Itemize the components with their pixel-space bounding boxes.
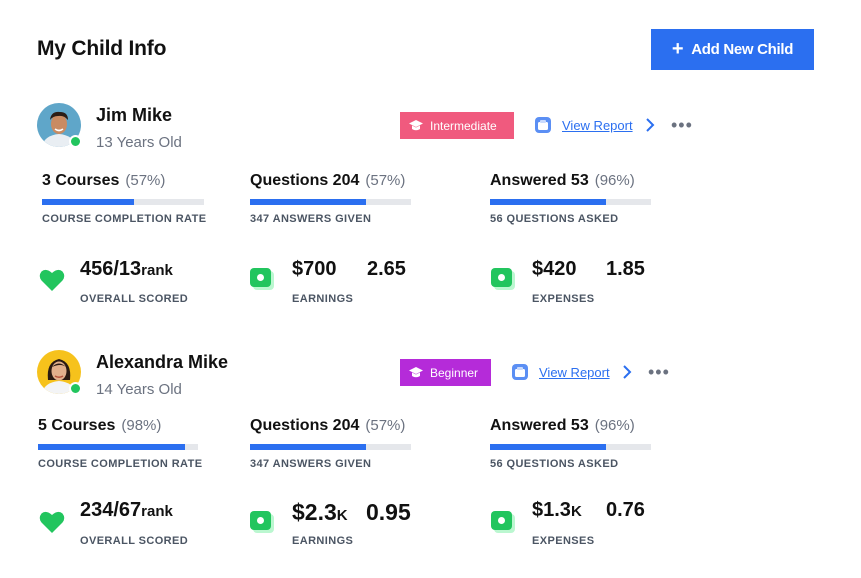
answered-stat: Answered 53 (96%) <box>490 417 635 434</box>
more-options-icon[interactable]: ••• <box>671 115 693 135</box>
avatar[interactable] <box>37 103 82 148</box>
level-label: Intermediate <box>430 118 497 133</box>
add-new-child-button[interactable]: + Add New Child <box>651 29 814 70</box>
progress-fill <box>250 199 366 205</box>
courses-sub-label: COURSE COMPLETION RATE <box>38 458 203 470</box>
graduation-cap-icon <box>409 366 423 377</box>
progress-fill <box>490 199 606 205</box>
wallet-icon <box>491 511 515 533</box>
add-new-child-label: Add New Child <box>691 41 794 58</box>
expenses-secondary-value: 1.85 <box>606 258 645 280</box>
courses-progress-bar <box>42 199 204 205</box>
courses-stat: 5 Courses (98%) <box>38 417 162 434</box>
wallet-icon <box>250 511 274 533</box>
questions-stat: Questions 204 (57%) <box>250 172 406 189</box>
courses-sub-label: COURSE COMPLETION RATE <box>42 213 207 225</box>
earnings-label: EARNINGS <box>292 535 354 547</box>
answered-sub-label: 56 QUESTIONS ASKED <box>490 458 619 470</box>
expenses-value: $1.3K <box>532 499 582 521</box>
report-icon[interactable] <box>534 116 552 134</box>
level-label: Beginner <box>430 365 479 380</box>
answered-stat: Answered 53 (96%) <box>490 172 635 189</box>
courses-stat: 3 Courses (57%) <box>42 172 166 189</box>
courses-progress-bar <box>38 444 198 450</box>
online-status-dot <box>69 382 82 395</box>
plus-icon: + <box>671 37 684 60</box>
score-value: 234/67rank <box>80 499 173 521</box>
progress-fill <box>250 444 366 450</box>
avatar[interactable] <box>37 350 82 395</box>
expenses-secondary-value: 0.76 <box>606 499 645 521</box>
questions-sub-label: 347 ANSWERS GIVEN <box>250 213 372 225</box>
level-badge: Beginner <box>400 359 491 386</box>
expenses-label: EXPENSES <box>532 535 595 547</box>
earnings-secondary-value: 2.65 <box>367 258 406 280</box>
level-badge: Intermediate <box>400 112 514 139</box>
answered-progress-bar <box>490 199 651 205</box>
view-report-link[interactable]: View Report <box>562 118 633 133</box>
graduation-cap-icon <box>409 119 423 130</box>
expenses-value: $420 <box>532 258 577 280</box>
earnings-value: $2.3K <box>292 499 348 525</box>
online-status-dot <box>69 135 82 148</box>
score-label: OVERALL SCORED <box>80 293 189 305</box>
progress-fill <box>42 199 135 205</box>
child-name: Jim Mike <box>96 105 173 125</box>
heart-icon <box>39 269 65 291</box>
child-age: 13 Years Old <box>96 134 182 151</box>
wallet-icon <box>491 268 515 290</box>
report-icon[interactable] <box>511 363 529 381</box>
chevron-right-icon[interactable] <box>645 118 655 132</box>
wallet-icon <box>250 268 274 290</box>
questions-stat: Questions 204 (57%) <box>250 417 406 434</box>
questions-sub-label: 347 ANSWERS GIVEN <box>250 458 372 470</box>
earnings-label: EARNINGS <box>292 293 354 305</box>
child-name: Alexandra Mike <box>96 352 229 372</box>
progress-fill <box>490 444 606 450</box>
child-age: 14 Years Old <box>96 381 182 398</box>
page-title: My Child Info <box>37 37 167 60</box>
progress-fill <box>38 444 186 450</box>
expenses-label: EXPENSES <box>532 293 595 305</box>
questions-progress-bar <box>250 444 411 450</box>
earnings-secondary-value: 0.95 <box>366 499 411 525</box>
questions-progress-bar <box>250 199 411 205</box>
heart-icon <box>39 511 65 533</box>
score-value: 456/13rank <box>80 258 173 280</box>
chevron-right-icon[interactable] <box>622 365 632 379</box>
answered-sub-label: 56 QUESTIONS ASKED <box>490 213 619 225</box>
answered-progress-bar <box>490 444 651 450</box>
earnings-value: $700 <box>292 258 337 280</box>
view-report-link[interactable]: View Report <box>539 365 610 380</box>
score-label: OVERALL SCORED <box>80 535 189 547</box>
more-options-icon[interactable]: ••• <box>648 362 670 382</box>
